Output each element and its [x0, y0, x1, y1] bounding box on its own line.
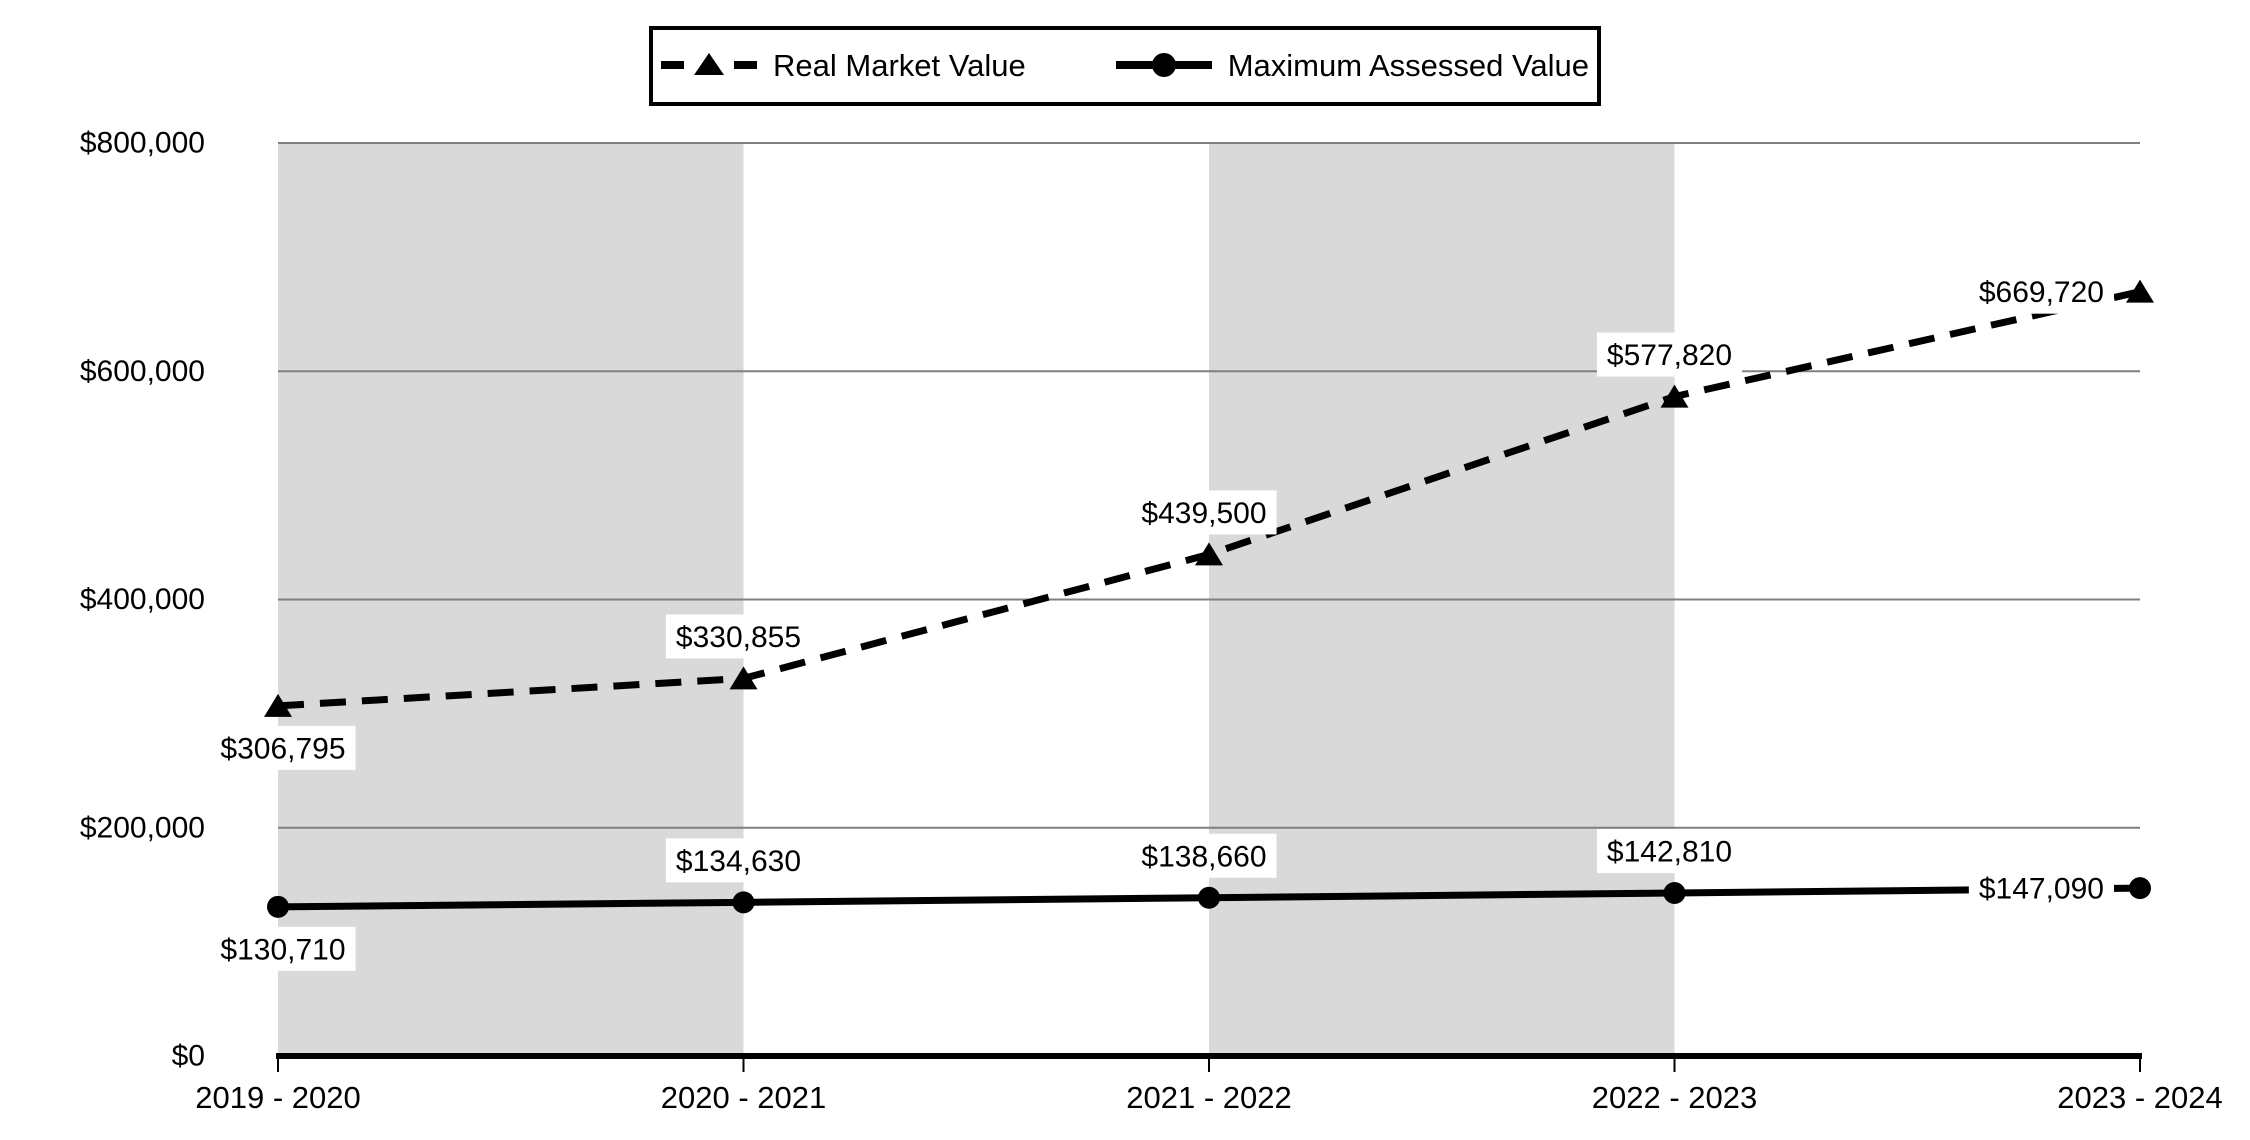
x-tick-label: 2021 - 2022 — [1126, 1080, 1291, 1115]
data-label: $138,660 — [1141, 840, 1266, 873]
y-tick-label: $600,000 — [80, 355, 205, 388]
data-label: $669,720 — [1979, 276, 2104, 309]
data-label: $330,855 — [676, 621, 801, 654]
data-label: $439,500 — [1141, 497, 1266, 530]
data-point-marker-circle — [732, 891, 755, 914]
data-label-bg — [1968, 269, 2114, 314]
data-label: $577,820 — [1607, 339, 1732, 372]
data-label-bg — [665, 614, 812, 659]
data-point-marker-triangle — [1195, 542, 1223, 566]
data-label-bg — [665, 838, 812, 883]
data-label: $134,630 — [676, 845, 801, 878]
data-label-bg — [1968, 866, 2114, 911]
data-point-marker-triangle — [2126, 279, 2154, 303]
x-tick-label: 2022 - 2023 — [1592, 1080, 1757, 1115]
y-tick-label: $200,000 — [80, 811, 205, 844]
data-point-marker-circle — [1198, 886, 1220, 909]
data-point-marker-triangle — [729, 666, 758, 690]
data-point-marker-circle — [2129, 877, 2151, 900]
x-tick-label: 2019 - 2020 — [195, 1080, 360, 1115]
data-point-marker-circle — [267, 895, 289, 918]
y-tick-label: $0 — [172, 1040, 205, 1073]
data-label: $130,710 — [220, 933, 345, 966]
data-label-bg — [1131, 490, 1277, 535]
data-label: $306,795 — [220, 732, 345, 765]
data-point-marker-triangle — [1660, 384, 1689, 408]
chart-legend: Real Market Value Maximum Assessed Value — [649, 26, 1601, 106]
legend-item-real-market-value: Real Market Value — [661, 47, 1026, 86]
data-label-bg — [1596, 829, 1743, 874]
data-label-bg — [210, 926, 356, 971]
data-label-bg — [1131, 833, 1277, 878]
legend-item-maximum-assessed-value: Maximum Assessed Value — [1115, 47, 1589, 86]
y-tick-label: $400,000 — [80, 583, 205, 616]
solid-circle-line-icon — [1115, 47, 1212, 86]
data-label: $147,090 — [1979, 873, 2104, 906]
x-tick-label: 2020 - 2021 — [661, 1080, 826, 1115]
data-label-bg — [210, 725, 356, 770]
x-tick-label: 2023 - 2024 — [2057, 1080, 2222, 1115]
dashed-triangle-line-icon — [661, 47, 758, 86]
legend-label: Maximum Assessed Value — [1227, 48, 1589, 83]
data-point-marker-triangle — [264, 693, 292, 717]
legend-label: Real Market Value — [773, 48, 1026, 83]
data-label: $142,810 — [1607, 836, 1732, 869]
data-point-marker-circle — [1663, 882, 1686, 905]
y-tick-label: $800,000 — [80, 127, 205, 160]
data-label-bg — [1596, 332, 1743, 377]
